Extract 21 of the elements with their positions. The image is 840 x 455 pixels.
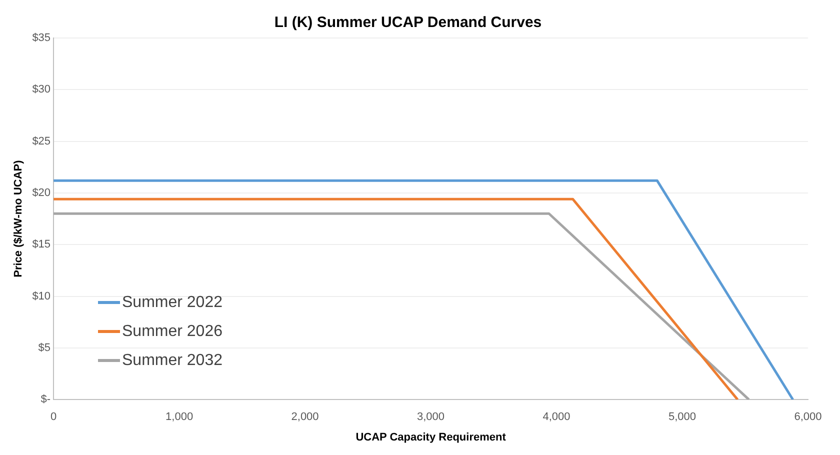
y-tick-label: $5 (38, 342, 51, 354)
x-tick-label: 1,000 (166, 411, 194, 424)
x-tick-label: 6,000 (794, 411, 822, 424)
y-tick-label: $25 (32, 135, 51, 148)
y-tick-label: $10 (32, 290, 51, 302)
chart-title: LI (K) Summer UCAP Demand Curves (274, 14, 542, 32)
y-tick-label: $20 (32, 187, 51, 200)
legend-label: Summer 2026 (122, 322, 222, 340)
x-tick-label: 0 (50, 411, 57, 424)
y-tick-label: $30 (32, 84, 51, 96)
y-tick-label: $15 (32, 238, 51, 251)
x-tick-label: 2,000 (291, 411, 319, 424)
x-tick-label: 3,000 (417, 411, 445, 424)
legend-label: Summer 2032 (122, 352, 222, 370)
y-tick-label: $35 (32, 32, 51, 44)
legend-label: Summer 2022 (122, 294, 222, 312)
y-axis-title: Price ($/kW-mo UCAP) (12, 160, 25, 278)
y-tick-label: $- (40, 394, 51, 406)
x-tick-label: 5,000 (668, 411, 696, 424)
x-axis-title: UCAP Capacity Requirement (356, 431, 506, 444)
x-tick-label: 4,000 (542, 411, 570, 424)
